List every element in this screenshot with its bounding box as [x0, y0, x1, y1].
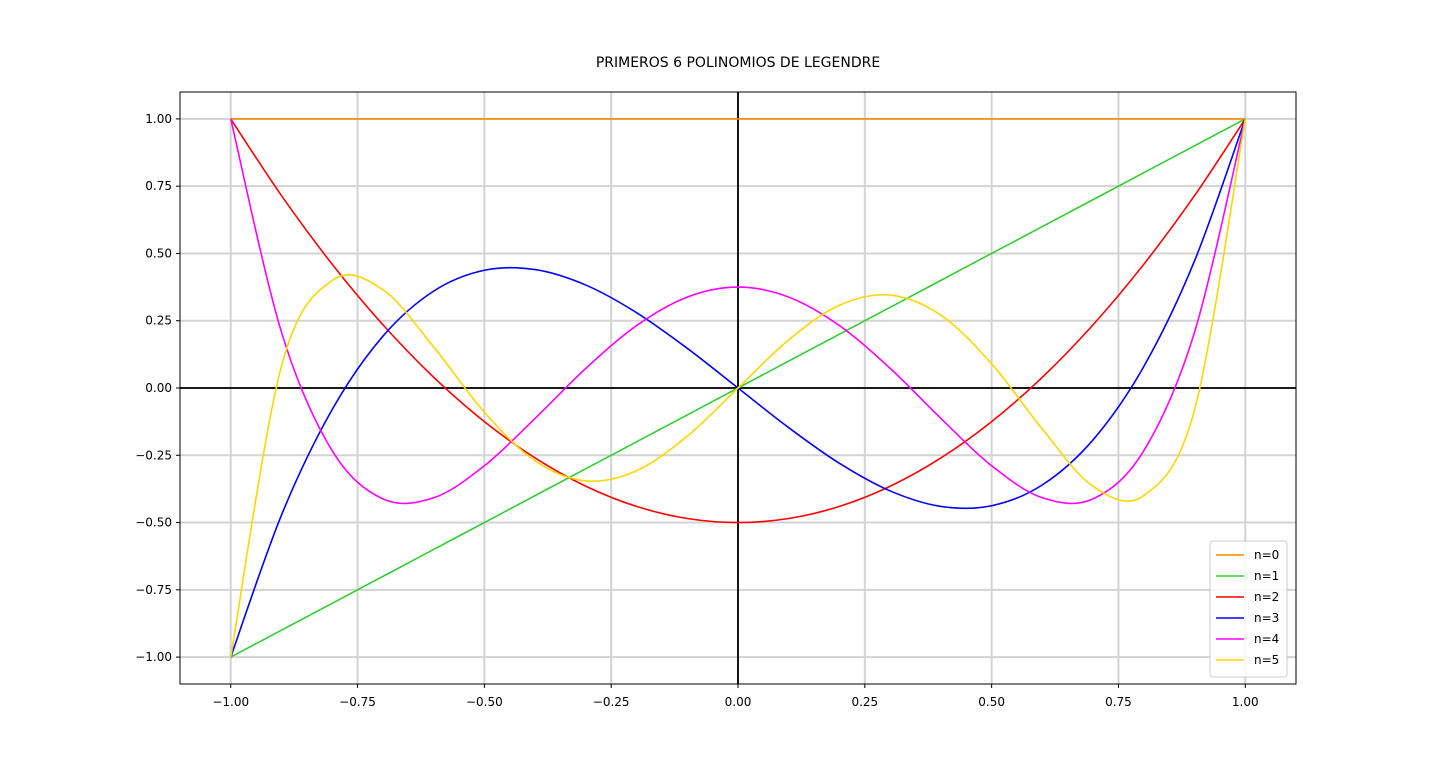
series-lines	[229, 118, 1247, 658]
series-line-n-5	[229, 118, 1247, 658]
legend-label: n=4	[1254, 632, 1279, 646]
x-tick-label: 0.00	[725, 695, 752, 709]
series-line-n-2	[230, 118, 1246, 524]
legend-label: n=3	[1254, 611, 1279, 625]
x-tick-label: 0.75	[1105, 695, 1132, 709]
y-axis-ticks: −1.00 −0.75 −0.50 −0.25 0.00 0.25 0.50 0.75 1.00	[135, 112, 180, 664]
x-tick-label: 0.25	[851, 695, 878, 709]
y-tick-label: 0.50	[145, 246, 172, 260]
y-tick-label: 0.00	[145, 381, 172, 395]
legend: n=0 n=1 n=2 n=3 n=4 n=5	[1209, 540, 1288, 678]
legend-box	[1209, 540, 1288, 678]
y-tick-label: −0.75	[135, 583, 172, 597]
x-axis-ticks: −1.00 −0.75 −0.50 −0.25 0.00 0.25 0.50 0.75 1.00	[212, 684, 1259, 709]
chart-title: PRIMEROS 6 POLINOMIOS DE LEGENDRE	[596, 55, 880, 71]
y-tick-label: 0.75	[145, 179, 172, 193]
y-tick-label: 0.25	[145, 314, 172, 328]
legend-label: n=5	[1254, 653, 1279, 667]
legend-label: n=0	[1254, 548, 1279, 562]
y-tick-label: −0.50	[135, 516, 172, 530]
x-tick-label: −1.00	[212, 695, 249, 709]
legend-label: n=1	[1254, 569, 1279, 583]
series-line-n-4	[229, 118, 1247, 505]
y-tick-label: −0.25	[135, 448, 172, 462]
x-tick-label: 1.00	[1232, 695, 1259, 709]
y-tick-label: −1.00	[135, 650, 172, 664]
legend-label: n=2	[1254, 590, 1279, 604]
x-tick-label: 0.50	[978, 695, 1005, 709]
x-tick-label: −0.50	[466, 695, 503, 709]
y-tick-label: 1.00	[145, 112, 172, 126]
x-tick-label: −0.75	[339, 695, 376, 709]
x-tick-label: −0.25	[593, 695, 630, 709]
